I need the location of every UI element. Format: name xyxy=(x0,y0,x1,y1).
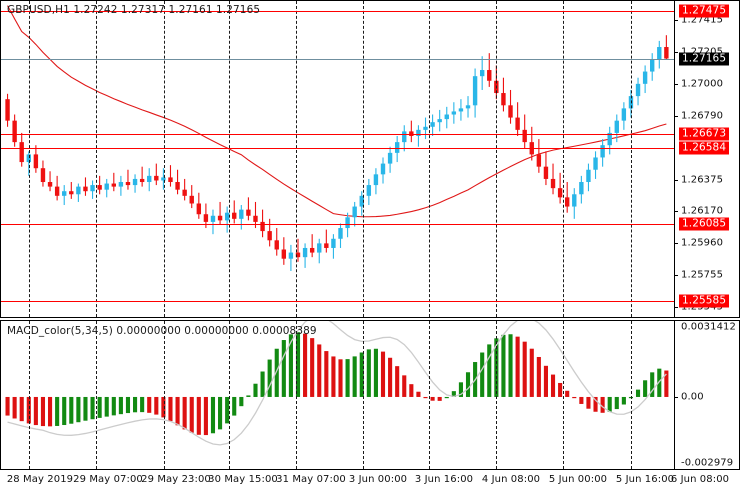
price-chart-panel[interactable]: GBPUSD,H1 1.27242 1.27317 1.27161 1.2716… xyxy=(0,0,740,318)
macd-gridline xyxy=(29,321,30,469)
price-tick-mark xyxy=(674,243,678,245)
macd-gridline xyxy=(631,321,632,469)
price-level-tag[interactable]: 1.26584 xyxy=(679,141,730,155)
macd-gridline xyxy=(496,321,497,469)
macd-gridline xyxy=(363,321,364,469)
macd-gridline xyxy=(429,321,430,469)
price-level-tag[interactable]: 1.26673 xyxy=(679,127,730,141)
macd-y-axis[interactable]: 0.0031412 0.00 -0.002979 xyxy=(674,321,740,469)
price-level-tag[interactable]: 1.27475 xyxy=(679,4,730,18)
macd-gridline xyxy=(164,321,165,469)
macd-header: MACD_color(5,34,5) 0.00000000 0.00000000… xyxy=(7,325,317,337)
price-tick-mark xyxy=(674,52,678,54)
price-tick-mark xyxy=(674,116,678,118)
price-y-axis[interactable]: 1.274151.272051.270001.267901.263751.261… xyxy=(674,1,740,317)
price-gridline xyxy=(29,1,30,317)
price-tick-label: 1.26375 xyxy=(681,174,724,186)
price-tick-mark xyxy=(674,211,678,213)
macd-tick-label: 0.0031412 xyxy=(681,321,736,333)
price-level-line xyxy=(1,300,674,302)
price-level-line xyxy=(1,224,674,226)
macd-gridline xyxy=(96,321,97,469)
x-axis-tick-label: 30 May 15:00 xyxy=(208,474,278,485)
price-tick-label: 1.26170 xyxy=(681,205,724,217)
price-tick-label: 1.26790 xyxy=(681,110,724,122)
x-axis-tick-label: 3 Jun 16:00 xyxy=(414,474,474,485)
macd-tick-label: -0.002979 xyxy=(681,457,734,469)
price-chart-header: GBPUSD,H1 1.27242 1.27317 1.27161 1.2716… xyxy=(7,4,261,16)
price-gridline xyxy=(563,1,564,317)
price-candles-svg xyxy=(5,5,669,271)
price-tick-label: 1.27415 xyxy=(681,14,724,26)
macd-plot-area[interactable] xyxy=(1,321,674,469)
macd-signal-line xyxy=(7,321,667,446)
moving-average-line xyxy=(7,5,667,218)
price-gridline xyxy=(429,1,430,317)
macd-gridline xyxy=(563,321,564,469)
price-gridline xyxy=(96,1,97,317)
x-axis-tick-label: 31 May 07:00 xyxy=(276,474,346,485)
macd-gridline xyxy=(229,321,230,469)
x-axis-tick-label: 5 Jun 16:00 xyxy=(615,474,675,485)
price-gridline xyxy=(631,1,632,317)
price-tick-label: 1.25960 xyxy=(681,237,724,249)
price-tick-mark xyxy=(674,83,678,85)
price-level-tag[interactable]: 1.25585 xyxy=(679,294,730,308)
time-x-axis: 28 May 2019 29 May 07:00 29 May 23:00 30 Ma… xyxy=(0,472,740,500)
price-gridline xyxy=(363,1,364,317)
x-axis-tick-label: 3 Jun 00:00 xyxy=(348,474,408,485)
price-level-line xyxy=(1,147,674,149)
macd-gridline xyxy=(296,321,297,469)
macd-tick-label: 0.00 xyxy=(681,391,704,403)
price-tick-mark xyxy=(674,274,678,276)
macd-tick-mark xyxy=(674,396,678,398)
price-gridline xyxy=(496,1,497,317)
price-tick-mark xyxy=(674,20,678,22)
price-gridline xyxy=(229,1,230,317)
x-axis-tick-label: 29 May 07:00 xyxy=(73,474,143,485)
price-tick-label: 1.27000 xyxy=(681,78,724,90)
price-level-line xyxy=(1,10,674,12)
price-gridline xyxy=(164,1,165,317)
x-axis-tick-label: 5 Jun 00:00 xyxy=(548,474,608,485)
price-plot-area[interactable] xyxy=(1,1,674,317)
x-axis-tick-label: 6 Jun 08:00 xyxy=(670,474,730,485)
x-axis-tick-label: 29 May 23:00 xyxy=(141,474,211,485)
price-level-line xyxy=(1,133,674,135)
current-price-tag[interactable]: 1.27165 xyxy=(679,52,730,66)
macd-indicator-panel[interactable]: MACD_color(5,34,5) 0.00000000 0.00000000… xyxy=(0,320,740,470)
macd-axis-line xyxy=(674,321,675,469)
price-gridline xyxy=(296,1,297,317)
macd-histogram-svg xyxy=(5,321,669,446)
price-level-tag[interactable]: 1.26085 xyxy=(679,217,730,231)
price-tick-mark xyxy=(674,179,678,181)
x-axis-tick-label: 28 May 2019 xyxy=(6,474,74,485)
x-axis-tick-label: 4 Jun 08:00 xyxy=(481,474,541,485)
price-tick-mark xyxy=(674,307,678,309)
current-price-line xyxy=(1,58,674,60)
price-axis-line xyxy=(674,1,675,317)
price-tick-label: 1.25755 xyxy=(681,269,724,281)
